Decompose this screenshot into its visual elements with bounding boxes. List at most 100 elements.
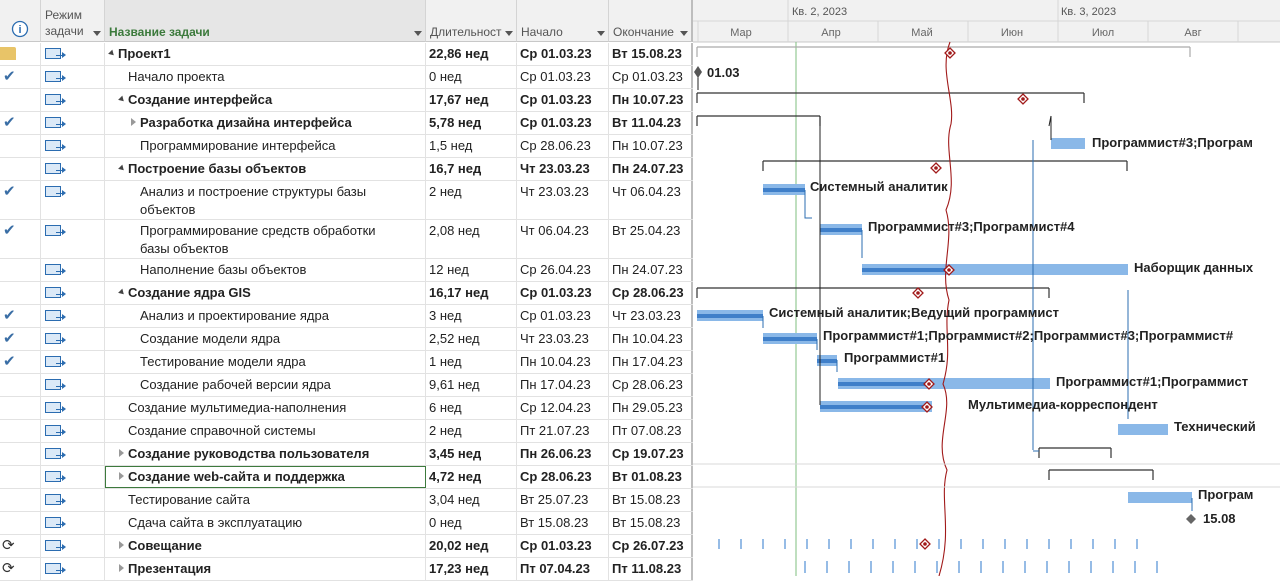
start-cell[interactable]: Чт 23.03.23 — [517, 181, 609, 219]
task-name-cell[interactable]: Разработка дизайна интерфейса — [105, 112, 426, 134]
end-cell[interactable]: Вт 25.04.23 — [609, 220, 693, 258]
start-header[interactable]: Начало — [517, 0, 609, 42]
end-cell[interactable]: Пн 24.07.23 — [609, 158, 693, 180]
duration-cell[interactable]: 16,17 нед — [426, 282, 517, 304]
task-name-cell[interactable]: Программирование интерфейса — [105, 135, 426, 157]
end-cell[interactable]: Чт 23.03.23 — [609, 305, 693, 327]
collapse-triangle-icon[interactable] — [108, 49, 116, 58]
table-row[interactable]: Наполнение базы объектов 12 нед Ср 26.04.2… — [0, 259, 693, 282]
start-cell[interactable]: Ср 26.04.23 — [517, 259, 609, 281]
table-row[interactable]: ✔ Анализ и построение структуры базы объек… — [0, 181, 693, 220]
start-cell[interactable]: Пт 07.04.23 — [517, 558, 609, 580]
end-cell[interactable]: Ср 26.07.23 — [609, 535, 693, 557]
duration-cell[interactable]: 2 нед — [426, 420, 517, 442]
start-cell[interactable]: Вт 15.08.23 — [517, 512, 609, 534]
task-name-cell[interactable]: Совещание — [105, 535, 426, 557]
end-cell[interactable]: Пн 29.05.23 — [609, 397, 693, 419]
mode-cell[interactable] — [41, 158, 105, 180]
table-row[interactable]: ✔ Анализ и проектирование ядра 3 нед Ср 01.… — [0, 305, 693, 328]
table-row[interactable]: Сдача сайта в эксплуатацию 0 нед Вт 15.08.… — [0, 512, 693, 535]
duration-cell[interactable]: 3 нед — [426, 305, 517, 327]
mode-cell[interactable] — [41, 489, 105, 511]
indicators-header[interactable]: i — [0, 0, 41, 42]
duration-cell[interactable]: 22,86 нед — [426, 43, 517, 65]
end-cell[interactable]: Ср 01.03.23 — [609, 66, 693, 88]
collapse-triangle-icon[interactable] — [118, 288, 126, 297]
mode-cell[interactable] — [41, 282, 105, 304]
start-cell[interactable]: Чт 23.03.23 — [517, 158, 609, 180]
start-cell[interactable]: Ср 12.04.23 — [517, 397, 609, 419]
task-name-cell[interactable]: Создание модели ядра — [105, 328, 426, 350]
mode-cell[interactable] — [41, 374, 105, 396]
start-cell[interactable]: Ср 01.03.23 — [517, 282, 609, 304]
mode-cell[interactable] — [41, 351, 105, 373]
expand-triangle-icon[interactable] — [119, 541, 124, 549]
task-name-cell[interactable]: Анализ и проектирование ядра — [105, 305, 426, 327]
duration-filter-icon[interactable] — [505, 31, 513, 36]
duration-cell[interactable]: 3,04 нед — [426, 489, 517, 511]
collapse-triangle-icon[interactable] — [118, 95, 126, 104]
duration-cell[interactable]: 6 нед — [426, 397, 517, 419]
end-cell[interactable]: Ср 28.06.23 — [609, 374, 693, 396]
expand-triangle-icon[interactable] — [119, 449, 124, 457]
start-filter-icon[interactable] — [597, 31, 605, 36]
start-cell[interactable]: Чт 23.03.23 — [517, 328, 609, 350]
task-name-cell[interactable]: Создание web-сайта и поддержка — [105, 466, 426, 488]
mode-cell[interactable] — [41, 66, 105, 88]
start-cell[interactable]: Ср 01.03.23 — [517, 89, 609, 111]
start-cell[interactable]: Ср 01.03.23 — [517, 43, 609, 65]
task-name-cell[interactable]: Создание руководства пользователя — [105, 443, 426, 465]
duration-cell[interactable]: 2,52 нед — [426, 328, 517, 350]
mode-cell[interactable] — [41, 305, 105, 327]
table-row[interactable]: Создание web-сайта и поддержка 4,72 нед Ср… — [0, 466, 693, 489]
table-row[interactable]: Программирование интерфейса 1,5 нед Ср 28.… — [0, 135, 693, 158]
task-name-cell[interactable]: Программирование средств обработки базы о… — [105, 220, 426, 258]
start-cell[interactable]: Чт 06.04.23 — [517, 220, 609, 258]
duration-cell[interactable]: 16,7 нед — [426, 158, 517, 180]
end-cell[interactable]: Пт 11.08.23 — [609, 558, 693, 580]
start-cell[interactable]: Пт 21.07.23 — [517, 420, 609, 442]
start-cell[interactable]: Ср 01.03.23 — [517, 535, 609, 557]
task-name-cell[interactable]: Создание мультимедиа-наполнения — [105, 397, 426, 419]
mode-cell[interactable] — [41, 259, 105, 281]
duration-cell[interactable]: 0 нед — [426, 66, 517, 88]
mode-header[interactable]: Режим задачи — [41, 0, 105, 42]
table-row[interactable]: ✔ Начало проекта 0 нед Ср 01.03.23 Ср 01.03.… — [0, 66, 693, 89]
duration-cell[interactable]: 1 нед — [426, 351, 517, 373]
start-cell[interactable]: Пн 26.06.23 — [517, 443, 609, 465]
duration-cell[interactable]: 17,23 нед — [426, 558, 517, 580]
start-cell[interactable]: Ср 01.03.23 — [517, 112, 609, 134]
mode-filter-icon[interactable] — [93, 31, 101, 36]
table-row[interactable]: Создание справочной системы 2 нед Пт 21.07… — [0, 420, 693, 443]
table-row[interactable]: Построение базы объектов 16,7 нед Чт 23.03… — [0, 158, 693, 181]
mode-cell[interactable] — [41, 89, 105, 111]
name-filter-icon[interactable] — [414, 31, 422, 36]
task-name-cell[interactable]: Тестирование сайта — [105, 489, 426, 511]
start-cell[interactable]: Ср 01.03.23 — [517, 305, 609, 327]
end-cell[interactable]: Ср 19.07.23 — [609, 443, 693, 465]
mode-cell[interactable] — [41, 43, 105, 65]
duration-cell[interactable]: 12 нед — [426, 259, 517, 281]
task-name-cell[interactable]: Наполнение базы объектов — [105, 259, 426, 281]
expand-triangle-icon[interactable] — [119, 472, 124, 480]
collapse-triangle-icon[interactable] — [118, 164, 126, 173]
duration-cell[interactable]: 4,72 нед — [426, 466, 517, 488]
table-row[interactable]: Создание интерфейса 17,67 нед Ср 01.03.23 П… — [0, 89, 693, 112]
task-name-cell[interactable]: Анализ и построение структуры базы объект… — [105, 181, 426, 219]
duration-cell[interactable]: 9,61 нед — [426, 374, 517, 396]
start-cell[interactable]: Ср 28.06.23 — [517, 466, 609, 488]
table-row[interactable]: Создание рабочей версии ядра 9,61 нед Пн 1… — [0, 374, 693, 397]
start-cell[interactable]: Ср 28.06.23 — [517, 135, 609, 157]
end-cell[interactable]: Вт 11.04.23 — [609, 112, 693, 134]
task-name-cell[interactable]: Создание рабочей версии ядра — [105, 374, 426, 396]
duration-cell[interactable]: 2,08 нед — [426, 220, 517, 258]
duration-cell[interactable]: 0 нед — [426, 512, 517, 534]
end-cell[interactable]: Пн 10.07.23 — [609, 135, 693, 157]
mode-cell[interactable] — [41, 112, 105, 134]
table-row[interactable]: ⟳ Совещание 20,02 нед Ср 01.03.23 Ср 26.07.2… — [0, 535, 693, 558]
duration-cell[interactable]: 20,02 нед — [426, 535, 517, 557]
mode-cell[interactable] — [41, 220, 105, 258]
task-name-cell[interactable]: Создание интерфейса — [105, 89, 426, 111]
start-cell[interactable]: Вт 25.07.23 — [517, 489, 609, 511]
end-cell[interactable]: Чт 06.04.23 — [609, 181, 693, 219]
